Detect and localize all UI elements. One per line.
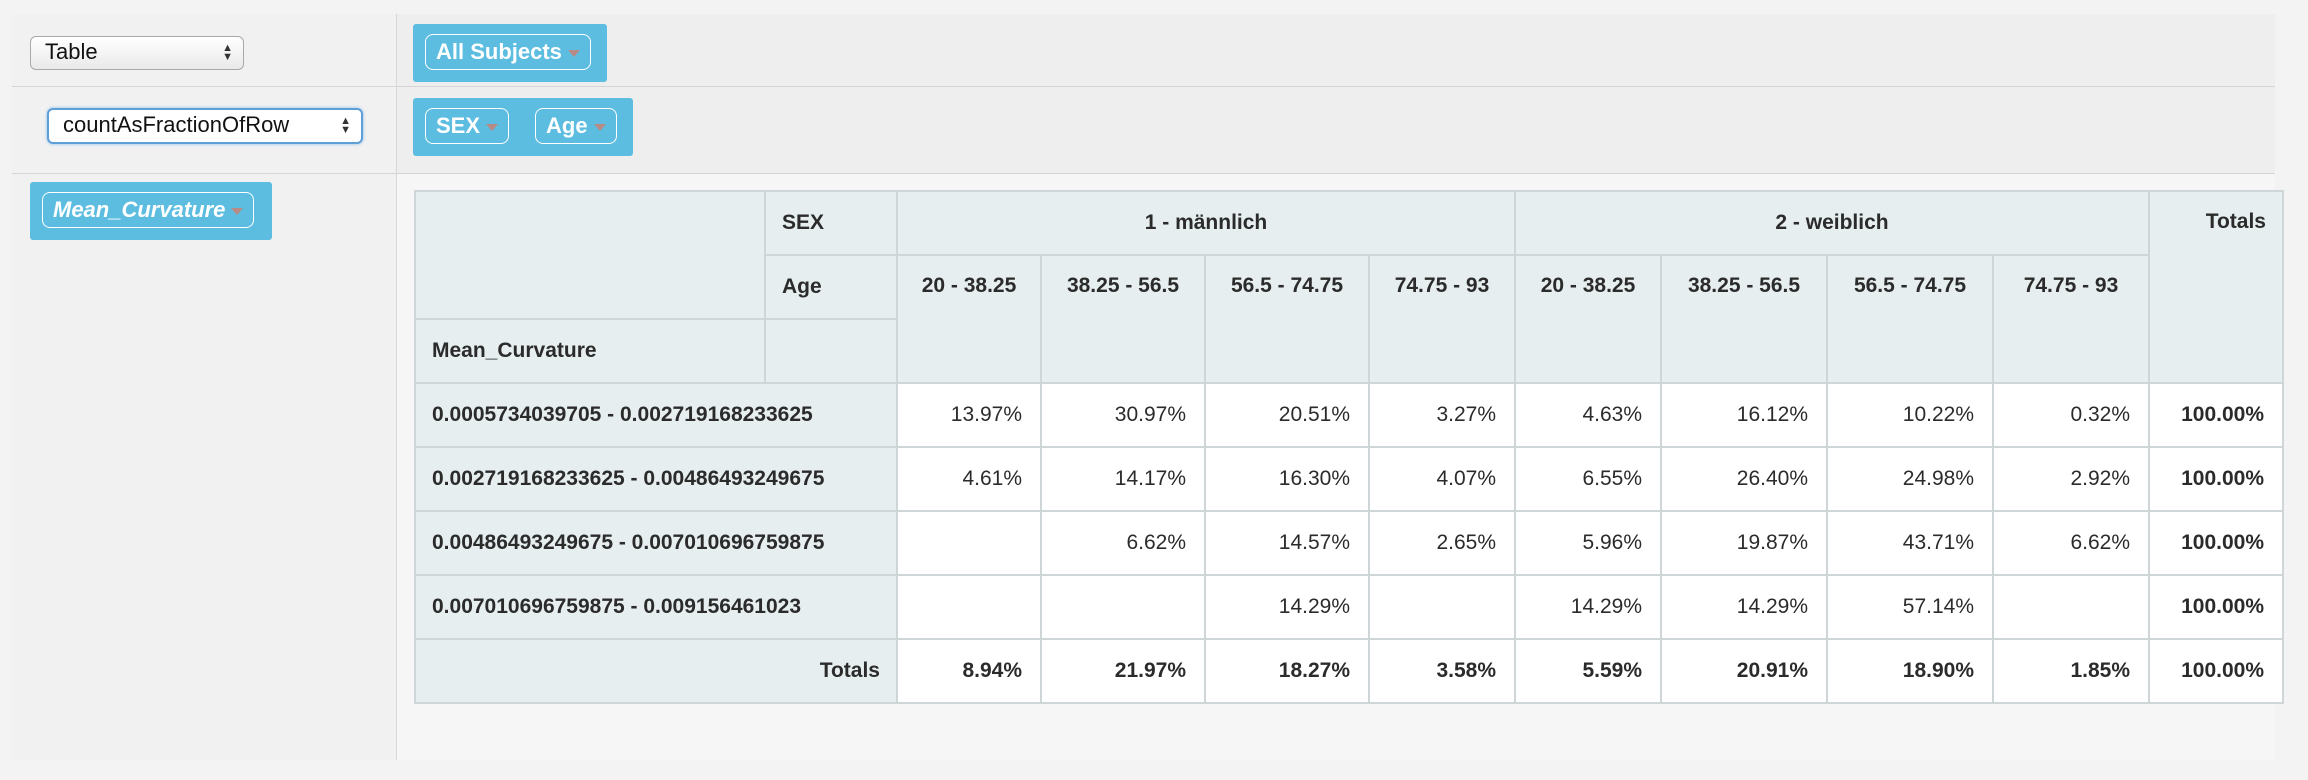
- unused-attributes-dropzone[interactable]: All Subjects: [413, 24, 607, 82]
- pivot-cell: 4.63%: [1514, 382, 1662, 448]
- col-total-cell: 18.27%: [1204, 638, 1370, 704]
- renderer-select[interactable]: Table ▲ ▼: [30, 36, 244, 70]
- attribute-pill-sex[interactable]: SEX: [425, 108, 510, 144]
- totals-row-label: Totals: [414, 638, 898, 704]
- pivot-cell: 16.30%: [1204, 446, 1370, 512]
- col-header-age: 56.5 - 74.75: [1204, 254, 1370, 384]
- row-header: 0.007010696759875 - 0.009156461023: [414, 574, 898, 640]
- totals-row: Totals 8.94% 21.97% 18.27% 3.58% 5.59% 2…: [414, 638, 2284, 704]
- col-header-age: 20 - 38.25: [1514, 254, 1662, 384]
- attribute-pill-all-subjects[interactable]: All Subjects: [425, 34, 591, 70]
- pivot-cell: 5.96%: [1514, 510, 1662, 576]
- grand-total-cell: 100.00%: [2148, 638, 2284, 704]
- col-header-sex-group: 1 - männlich: [896, 190, 1516, 256]
- pivot-cell: 16.12%: [1660, 382, 1828, 448]
- table-row: 0.007010696759875 - 0.009156461023 14.29…: [414, 574, 2284, 640]
- col-total-cell: 1.85%: [1992, 638, 2150, 704]
- col-header-age: 38.25 - 56.5: [1040, 254, 1206, 384]
- pivot-cell: 2.65%: [1368, 510, 1516, 576]
- col-header-age: 20 - 38.25: [896, 254, 1042, 384]
- pill-label: All Subjects: [436, 39, 562, 64]
- renderer-select-value: Table: [45, 39, 98, 64]
- col-header-age: 74.75 - 93: [1992, 254, 2150, 384]
- caret-down-icon[interactable]: [231, 207, 244, 215]
- row-attributes-dropzone[interactable]: Mean_Curvature: [30, 182, 272, 240]
- pivot-cell: 30.97%: [1040, 382, 1206, 448]
- pivot-cell: [896, 574, 1042, 640]
- col-header-sex-group: 2 - weiblich: [1514, 190, 2150, 256]
- pivot-cell: 14.29%: [1660, 574, 1828, 640]
- pivot-cell: 14.29%: [1514, 574, 1662, 640]
- pivot-cell: 43.71%: [1826, 510, 1994, 576]
- pivot-cell: 57.14%: [1826, 574, 1994, 640]
- pivot-cell: 3.27%: [1368, 382, 1516, 448]
- select-arrows-icon: ▲ ▼: [340, 115, 351, 136]
- divider: [12, 173, 2275, 174]
- pill-label: Mean_Curvature: [53, 197, 226, 222]
- row-total-cell: 100.00%: [2148, 446, 2284, 512]
- pivot-cell: 2.92%: [1992, 446, 2150, 512]
- pivot-cell: [1992, 574, 2150, 640]
- select-arrows-icon: ▲ ▼: [222, 42, 233, 63]
- pivot-cell: [1040, 574, 1206, 640]
- col-attr-header-age: Age: [764, 254, 898, 320]
- pill-label: Age: [546, 113, 588, 138]
- col-header-age: 38.25 - 56.5: [1660, 254, 1828, 384]
- col-total-cell: 18.90%: [1826, 638, 1994, 704]
- caret-down-icon[interactable]: [486, 123, 499, 131]
- pivot-cell: 10.22%: [1826, 382, 1994, 448]
- caret-down-icon[interactable]: [567, 49, 580, 57]
- row-attr-header: Mean_Curvature: [414, 318, 766, 384]
- pivot-cell: [1368, 574, 1516, 640]
- aggregator-select[interactable]: countAsFractionOfRow ▲ ▼: [47, 108, 363, 144]
- col-total-cell: 20.91%: [1660, 638, 1828, 704]
- aggregator-select-value: countAsFractionOfRow: [63, 112, 290, 137]
- row-header: 0.00486493249675 - 0.007010696759875: [414, 510, 898, 576]
- pivot-cell: 14.57%: [1204, 510, 1370, 576]
- table-row: 0.00486493249675 - 0.007010696759875 6.6…: [414, 510, 2284, 576]
- pivot-corner-cell: [414, 190, 766, 320]
- row-header: 0.0005734039705 - 0.002719168233625: [414, 382, 898, 448]
- pivot-cell: 4.07%: [1368, 446, 1516, 512]
- pivot-cell: 0.32%: [1992, 382, 2150, 448]
- pivot-cell: 19.87%: [1660, 510, 1828, 576]
- pivot-table: SEX 1 - männlich 2 - weiblich Totals Age…: [414, 190, 2284, 704]
- pivot-cell: [896, 510, 1042, 576]
- pill-label: SEX: [436, 113, 481, 138]
- empty-header-cell: [764, 318, 898, 384]
- attribute-pill-mean-curvature[interactable]: Mean_Curvature: [42, 192, 255, 228]
- row-total-cell: 100.00%: [2148, 382, 2284, 448]
- row-header: 0.002719168233625 - 0.00486493249675: [414, 446, 898, 512]
- row-total-cell: 100.00%: [2148, 510, 2284, 576]
- unused-attributes-area[interactable]: [397, 14, 2275, 86]
- pivot-cell: 4.61%: [896, 446, 1042, 512]
- pivot-cell: 6.55%: [1514, 446, 1662, 512]
- pivot-cell: 26.40%: [1660, 446, 1828, 512]
- col-total-cell: 8.94%: [896, 638, 1042, 704]
- col-attr-header-sex: SEX: [764, 190, 898, 256]
- col-total-cell: 21.97%: [1040, 638, 1206, 704]
- pivot-cell: 20.51%: [1204, 382, 1370, 448]
- pivot-cell: 13.97%: [896, 382, 1042, 448]
- divider: [12, 86, 2275, 87]
- pivot-cell: 14.29%: [1204, 574, 1370, 640]
- attribute-pill-age[interactable]: Age: [535, 108, 617, 144]
- table-row: 0.002719168233625 - 0.00486493249675 4.6…: [414, 446, 2284, 512]
- col-total-cell: 5.59%: [1514, 638, 1662, 704]
- column-attributes-dropzone[interactable]: SEX Age: [413, 98, 633, 156]
- pivot-cell: 14.17%: [1040, 446, 1206, 512]
- pivot-cell: 24.98%: [1826, 446, 1994, 512]
- col-header-age: 74.75 - 93: [1368, 254, 1516, 384]
- column-attributes-area[interactable]: [397, 87, 2275, 173]
- col-header-totals: Totals: [2148, 190, 2284, 384]
- pivot-cell: 6.62%: [1040, 510, 1206, 576]
- row-total-cell: 100.00%: [2148, 574, 2284, 640]
- caret-down-icon[interactable]: [593, 123, 606, 131]
- col-header-age: 56.5 - 74.75: [1826, 254, 1994, 384]
- table-row: 0.0005734039705 - 0.002719168233625 13.9…: [414, 382, 2284, 448]
- pivot-cell: 6.62%: [1992, 510, 2150, 576]
- col-total-cell: 3.58%: [1368, 638, 1516, 704]
